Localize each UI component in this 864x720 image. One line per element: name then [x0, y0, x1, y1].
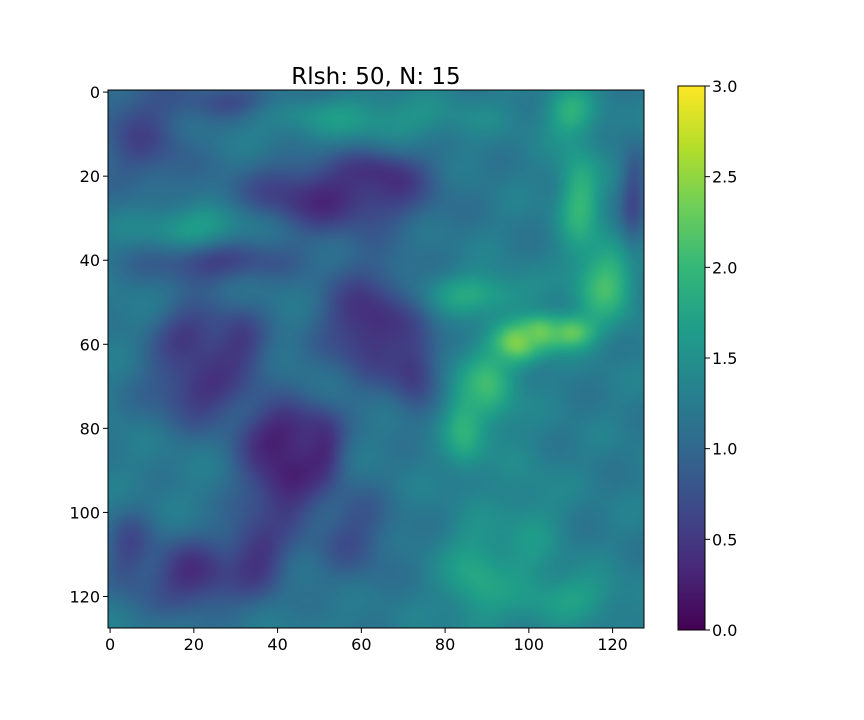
- colorbar-tick-label: 3.0: [712, 77, 737, 96]
- y-tick-label: 60: [80, 335, 100, 354]
- x-tick-label: 20: [184, 635, 204, 654]
- heatmap-image: [108, 90, 644, 628]
- heatmap: [108, 90, 644, 628]
- y-tick-label: 0: [90, 83, 100, 102]
- colorbar-tick-label: 0.5: [712, 530, 737, 549]
- plot-frame: [107, 89, 645, 629]
- colorbar-tick-label: 2.5: [712, 168, 737, 187]
- y-tick-label: 100: [69, 503, 100, 522]
- colorbar-tick-label: 1.5: [712, 349, 737, 368]
- y-tick-label: 80: [80, 419, 100, 438]
- y-tick-label: 120: [69, 587, 100, 606]
- x-tick-label: 0: [105, 635, 115, 654]
- y-tick-label: 20: [80, 167, 100, 186]
- colorbar-axis: 0.0 0.5 1.0 1.5 2.0 2.5 3.0: [705, 77, 737, 640]
- chart-title: Rlsh: 50, N: 15: [291, 64, 460, 90]
- x-tick-label: 120: [597, 635, 628, 654]
- x-axis: 0 20 40 60 80 100 120: [105, 628, 628, 654]
- colorbar-tick-label: 2.0: [712, 258, 737, 277]
- colorbar-tick-label: 0.0: [712, 621, 737, 640]
- y-axis: 0 20 40 60 80 100 120: [69, 83, 108, 606]
- colorbar: [677, 85, 706, 631]
- x-tick-label: 80: [435, 635, 455, 654]
- x-tick-label: 40: [267, 635, 287, 654]
- y-tick-label: 40: [80, 251, 100, 270]
- x-tick-label: 60: [351, 635, 371, 654]
- x-tick-label: 100: [514, 635, 545, 654]
- colorbar-tick-label: 1.0: [712, 440, 737, 459]
